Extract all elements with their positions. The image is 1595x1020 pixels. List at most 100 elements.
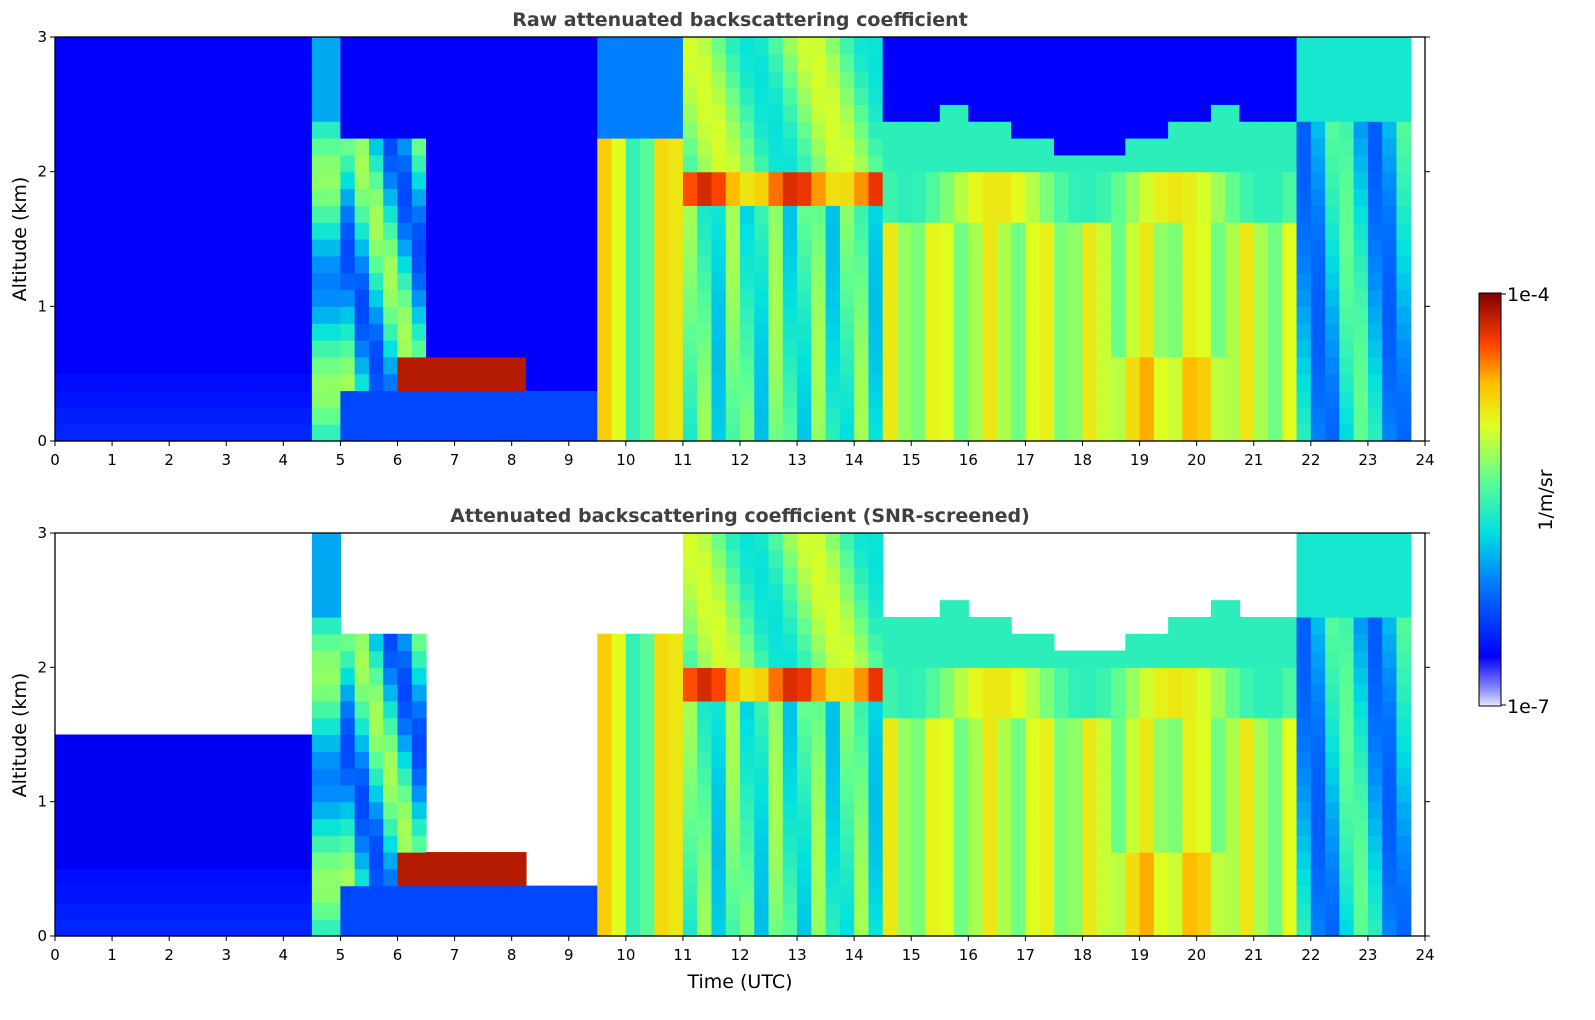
heatmap-cell <box>354 801 370 820</box>
heatmap-cell <box>169 751 185 769</box>
heatmap-cell <box>725 373 741 392</box>
heatmap-cell <box>1068 407 1084 425</box>
heatmap-cell <box>1268 171 1283 190</box>
heatmap-cell <box>154 323 170 341</box>
heatmap-cell <box>854 390 870 408</box>
heatmap-cell <box>1210 667 1226 685</box>
heatmap-cell <box>1310 549 1326 568</box>
heatmap-cell <box>682 667 698 685</box>
heatmap-cell <box>825 37 841 55</box>
heatmap-cell <box>1367 734 1383 752</box>
heatmap-cell <box>1153 424 1169 442</box>
heatmap-cell <box>1182 306 1198 324</box>
heatmap-cell <box>354 633 370 652</box>
heatmap-cell <box>740 188 755 206</box>
heatmap-cell <box>1396 684 1412 702</box>
heatmap-cell <box>854 424 870 442</box>
heatmap-cell <box>1111 171 1126 190</box>
heatmap-cell <box>911 70 927 89</box>
heatmap-cell <box>1339 616 1355 635</box>
heatmap-cell <box>939 222 955 240</box>
heatmap-cell <box>1168 70 1183 89</box>
heatmap-cell <box>1025 919 1041 937</box>
heatmap-cell <box>697 717 713 736</box>
heatmap-cell <box>1153 205 1169 223</box>
heatmap-cell <box>754 104 770 122</box>
heatmap-cell <box>483 424 498 442</box>
heatmap-cell <box>197 70 213 89</box>
heatmap-cell <box>1125 239 1141 257</box>
heatmap-cell <box>1225 919 1241 937</box>
heatmap-cell <box>340 919 356 937</box>
heatmap-cell <box>640 154 655 173</box>
heatmap-cell <box>483 885 498 904</box>
heatmap-cell <box>426 87 441 105</box>
heatmap-cell <box>839 390 855 408</box>
heatmap-cell <box>1039 289 1055 307</box>
heatmap-cell <box>112 424 127 442</box>
heatmap-cell <box>597 70 613 89</box>
heatmap-cell <box>1168 700 1183 719</box>
x-tick-label: 22 <box>1301 946 1320 964</box>
y-tick-label: 2 <box>37 658 47 676</box>
heatmap-cell <box>697 902 713 920</box>
heatmap-cell <box>97 356 113 375</box>
heatmap-cell <box>1182 717 1198 736</box>
heatmap-cell <box>711 390 727 408</box>
heatmap-cell <box>1153 255 1169 274</box>
heatmap-cell <box>825 533 841 551</box>
heatmap-cell <box>1282 154 1298 173</box>
heatmap-cell <box>354 407 370 425</box>
heatmap-cell <box>1210 171 1226 190</box>
heatmap-cell <box>1096 407 1112 425</box>
heatmap-cell <box>1125 868 1141 887</box>
heatmap-cell <box>725 852 741 870</box>
heatmap-cell <box>1296 373 1312 392</box>
heatmap-cell <box>1153 885 1169 904</box>
heatmap-cell <box>411 784 427 803</box>
heatmap-cell <box>768 121 784 139</box>
heatmap-cell <box>1310 87 1326 105</box>
heatmap-cell <box>354 104 370 122</box>
heatmap-cell <box>69 902 85 920</box>
heatmap-cell <box>825 255 841 274</box>
heatmap-cell <box>69 919 85 937</box>
heatmap-cell <box>868 138 884 156</box>
heatmap-cell <box>183 852 199 870</box>
heatmap-cell <box>939 633 955 652</box>
heatmap-cell <box>1125 171 1141 190</box>
heatmap-cell <box>1382 600 1398 618</box>
heatmap-cell <box>854 70 870 89</box>
heatmap-cell <box>383 852 399 870</box>
heatmap-cell <box>1253 390 1269 408</box>
heatmap-cell <box>525 87 541 105</box>
heatmap-cell <box>954 373 969 392</box>
heatmap-cell <box>169 356 185 375</box>
heatmap-cell <box>640 768 655 786</box>
heatmap-cell <box>1196 323 1212 341</box>
heatmap-cell <box>1082 885 1098 904</box>
heatmap-cell <box>126 424 142 442</box>
heatmap-cell <box>1068 902 1084 920</box>
heatmap-cell <box>1282 801 1298 820</box>
heatmap-cell <box>1253 70 1269 89</box>
heatmap-cell <box>1239 734 1255 752</box>
heatmap-cell <box>297 188 313 206</box>
heatmap-cell <box>340 768 356 786</box>
heatmap-cell <box>682 533 698 551</box>
heatmap-cell <box>597 255 613 274</box>
heatmap-cell <box>925 323 941 341</box>
heatmap-cell <box>968 801 984 820</box>
heatmap-cell <box>1253 700 1269 719</box>
heatmap-cell <box>1096 87 1112 105</box>
heatmap-cell <box>525 53 541 72</box>
heatmap-cell <box>740 373 755 392</box>
heatmap-cell <box>1296 87 1312 105</box>
heatmap-cell <box>354 852 370 870</box>
heatmap-cell <box>1168 356 1183 375</box>
heatmap-cell <box>568 272 584 291</box>
heatmap-cell <box>583 340 598 358</box>
heatmap-cell <box>1239 885 1255 904</box>
heatmap-cell <box>340 835 356 853</box>
heatmap-cell <box>226 171 242 190</box>
